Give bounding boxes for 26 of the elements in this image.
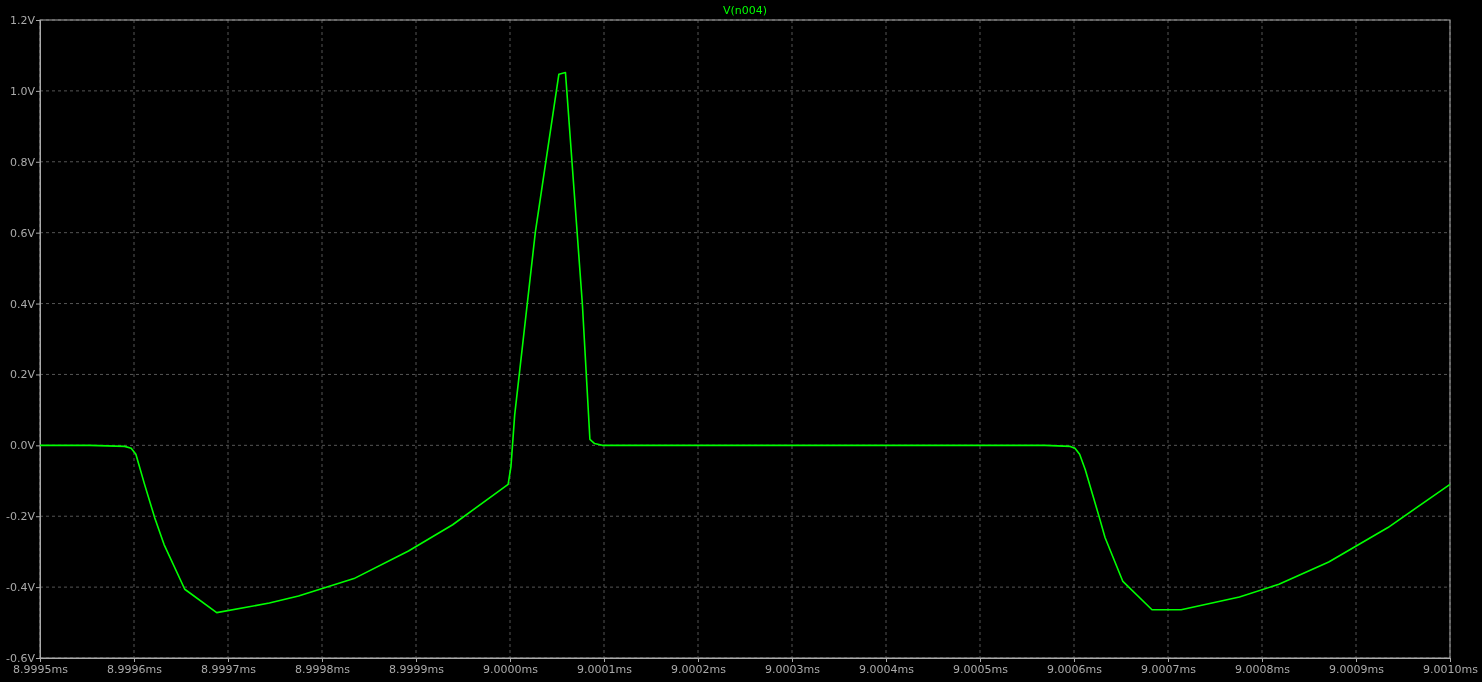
chart-title: V(n004) — [722, 4, 768, 17]
x-tick-label: 9.0006ms — [1047, 662, 1103, 676]
x-tick-label: 9.0004ms — [859, 662, 915, 676]
x-tick-label: 9.0008ms — [1235, 662, 1291, 676]
y-tick-label: 0.2V — [9, 368, 36, 382]
y-tick-label: -0.2V — [6, 510, 36, 524]
y-tick-label: 1.0V — [9, 84, 36, 98]
x-tick-label: 8.9998ms — [295, 662, 351, 676]
y-tick-label: 0.4V — [9, 297, 36, 311]
x-tick-label: 8.9996ms — [107, 662, 163, 676]
x-tick-label: 9.0000ms — [483, 662, 539, 676]
y-tick-label: -0.4V — [6, 581, 36, 595]
y-tick-label: 1.2V — [9, 14, 36, 28]
x-tick-label: 9.0002ms — [671, 662, 727, 676]
line-series — [39, 71, 1451, 614]
x-tick-label: 9.0010ms — [1423, 662, 1479, 676]
x-tick-label: 9.0005ms — [953, 662, 1009, 676]
x-tick-label: 9.0003ms — [765, 662, 821, 676]
x-tick-label: 9.0009ms — [1329, 662, 1385, 676]
x-tick-label: 8.9997ms — [201, 662, 257, 676]
x-tick-label: 8.9999ms — [389, 662, 445, 676]
x-tick-label: 9.0007ms — [1141, 662, 1197, 676]
y-tick-label: 0.0V — [9, 439, 36, 453]
y-tick-label: 0.6V — [9, 226, 36, 240]
y-tick-label: 0.8V — [9, 155, 36, 169]
x-tick-label: 9.0001ms — [577, 662, 633, 676]
